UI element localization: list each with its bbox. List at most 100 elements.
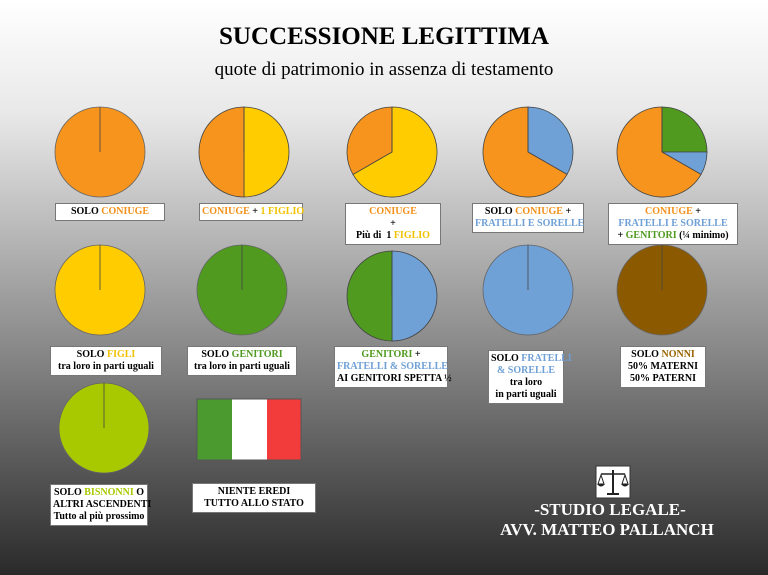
pie-slice [346, 250, 393, 342]
label-text: TUTTO ALLO STATO [204, 498, 304, 509]
label-text: tra loro in parti uguali [194, 361, 290, 372]
label: SOLO CONIUGE [55, 203, 165, 221]
pie-slice [661, 106, 708, 153]
label-text: SOLO [201, 349, 232, 360]
label-line: in parti uguali [491, 389, 561, 401]
label-line: 50% MATERNI [623, 361, 703, 373]
label-line: SOLO FRATELLI [491, 353, 572, 365]
label-line: SOLO GENITORI [190, 349, 294, 361]
label-line: CONIUGE [348, 206, 438, 218]
label: SOLO FRATELLI & SORELLE tra loro in parti u… [488, 350, 572, 404]
label-text: FIGLIO [393, 230, 430, 241]
pie-slice [243, 106, 290, 198]
footer-line: AVV. MATTEO PALLANCH [500, 520, 714, 539]
label-line: ALTRI ASCENDENTI [53, 499, 151, 511]
subtitle: quote di patrimonio in assenza di testam… [215, 59, 554, 80]
label-text: FRATELLI E SORELLE [618, 218, 728, 229]
label-text: SOLO [76, 349, 107, 360]
label-text: Tutto al più prossimo [53, 511, 145, 522]
label-text: + [617, 230, 626, 241]
label-text: SOLO [484, 206, 516, 217]
pie-slice [391, 250, 438, 342]
pie-slice [482, 106, 568, 198]
label-line: GENITORI + [337, 349, 445, 361]
label-text: 1 FIGLIO [260, 206, 305, 217]
label: CONIUGE + FRATELLI E SORELLE + GENITORI (¼… [608, 203, 738, 245]
label-text: GENITORI [361, 349, 413, 360]
label-text: 50% PATERNI [629, 373, 697, 384]
label-text: + [562, 206, 572, 217]
label-text: CONIUGE [645, 206, 693, 217]
label-line: SOLO FIGLI [53, 349, 159, 361]
label-text: + [412, 349, 421, 360]
pie-slice [346, 106, 393, 175]
label: GENITORI + FRATELLI & SORELLE AI GENITORI … [334, 346, 452, 388]
label: CONIUGE + Più di 1 FIGLIO [345, 203, 441, 245]
label-text: & SORELLE [496, 365, 556, 376]
footer-line: -STUDIO LEGALE- [534, 500, 686, 519]
label-line: SOLO CONIUGE + [475, 206, 581, 218]
label: NIENTE EREDI TUTTO ALLO STATO [192, 483, 316, 513]
label-line: CONIUGE + [611, 206, 735, 218]
label: SOLO NONNI 50% MATERNI 50% PATERNI [620, 346, 706, 388]
label-line: FRATELLI & SORELLE [337, 361, 448, 373]
label-text: Più di 1 [356, 230, 394, 241]
label-text: tra loro [509, 377, 543, 388]
label-text: GENITORI [625, 230, 677, 241]
label-text: CONIUGE [202, 206, 250, 217]
label-line: AI GENITORI SPETTA ½ [337, 373, 452, 385]
label-text: GENITORI [231, 349, 283, 360]
label-text: NONNI [661, 349, 695, 360]
label: SOLO FIGLI tra loro in parti uguali [50, 346, 162, 376]
label-line: tra loro in parti uguali [53, 361, 159, 373]
label-line: CONIUGE + 1 FIGLIO [202, 206, 304, 218]
label-text: + [249, 206, 261, 217]
label-text: SOLO [491, 353, 522, 364]
pie-slice [616, 106, 702, 198]
label-line: + GENITORI (¼ minimo) [611, 230, 735, 242]
scales-icon [595, 465, 631, 499]
label-text: CONIUGE [101, 206, 150, 217]
label-text: CONIUGE [369, 206, 417, 217]
label-line: NIENTE EREDI [195, 486, 313, 498]
label-line: & SORELLE [491, 365, 561, 377]
label-text: in parti uguali [495, 389, 557, 400]
pie-slice [352, 106, 438, 198]
label-text: BISNONNI [84, 487, 134, 498]
label-line: Tutto al più prossimo [53, 511, 145, 523]
label-text: ALTRI ASCENDENTI [53, 499, 152, 510]
label-text: + [390, 218, 396, 229]
label-line: tra loro [491, 377, 561, 389]
label-text: tra loro in parti uguali [58, 361, 154, 372]
title: SUCCESSIONE LEGITTIMA [219, 23, 549, 50]
label: SOLO BISNONNI O ALTRI ASCENDENTI Tutto al … [50, 484, 151, 526]
label-line: Più di 1 FIGLIO [348, 230, 438, 242]
label-text: AI GENITORI SPETTA ½ [337, 373, 452, 384]
label-line: TUTTO ALLO STATO [195, 498, 313, 510]
label-text: FRATELLI [521, 353, 572, 364]
label-line: FRATELLI E SORELLE [611, 218, 735, 230]
label-text: + [692, 206, 701, 217]
label: CONIUGE + 1 FIGLIO [199, 203, 304, 221]
label-text: O [133, 487, 145, 498]
label-line: FRATELLI E SORELLE [475, 218, 585, 230]
label-line: SOLO CONIUGE [58, 206, 162, 218]
pie-slice [527, 106, 574, 175]
label-text: FRATELLI & SORELLE [337, 361, 448, 372]
label-text: FIGLI [106, 349, 136, 360]
label-text: SOLO [70, 206, 102, 217]
label-text: NIENTE EREDI [217, 486, 291, 497]
label-line: SOLO NONNI [623, 349, 703, 361]
label-line: SOLO BISNONNI O [53, 487, 145, 499]
label-text: FRATELLI E SORELLE [475, 218, 585, 229]
flag [196, 398, 302, 461]
label-text: 50% MATERNI [627, 361, 699, 372]
label-line: 50% PATERNI [623, 373, 703, 385]
label-text: SOLO [53, 487, 85, 498]
label-text: SOLO [631, 349, 662, 360]
label-text: CONIUGE [515, 206, 563, 217]
label: SOLO GENITORI tra loro in parti uguali [187, 346, 297, 376]
label-line: + [348, 218, 438, 230]
